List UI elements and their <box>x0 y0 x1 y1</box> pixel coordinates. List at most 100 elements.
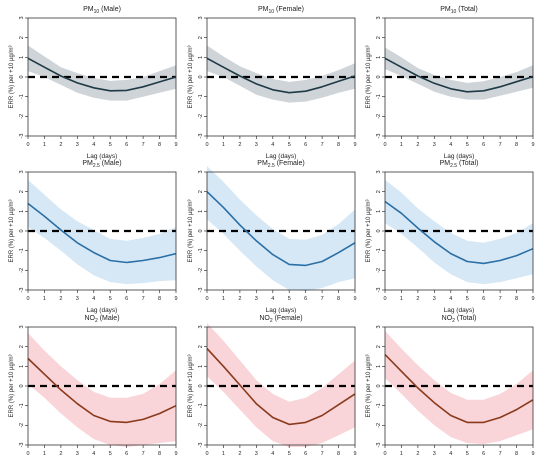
y-tick-label: 0 <box>376 384 382 387</box>
y-axis-label: ERR (%) per +10 µg/m³ <box>188 46 194 109</box>
x-axis-label: Lag (days) <box>87 153 118 160</box>
estimate-line <box>384 200 534 265</box>
y-tick-label: -1 <box>19 248 25 253</box>
y-tick-label: -1 <box>19 94 25 99</box>
y-tick-label: 2 <box>19 36 25 39</box>
confidence-band <box>207 45 355 103</box>
chart-title: NO2 (Male) <box>84 315 119 324</box>
y-tick-label: 0 <box>198 229 204 232</box>
x-tick-label: 2 <box>238 296 241 302</box>
x-tick-label: 9 <box>531 142 534 148</box>
x-tick-label: 8 <box>158 142 161 148</box>
x-tick-label: 9 <box>531 296 534 302</box>
y-tick-label: 1 <box>198 210 204 213</box>
x-tick-label: 7 <box>499 142 502 148</box>
x-tick-label: 9 <box>353 451 356 457</box>
y-tick-label: 0 <box>19 229 25 232</box>
x-tick-label: 0 <box>26 296 29 302</box>
x-tick-label: 9 <box>174 451 177 457</box>
x-tick-label: 4 <box>449 296 452 302</box>
y-tick-label: 3 <box>198 325 204 328</box>
x-tick-label: 1 <box>400 451 403 457</box>
x-tick-label: 1 <box>400 142 403 148</box>
x-tick-label: 0 <box>383 142 386 148</box>
x-tick-label: 7 <box>321 296 324 302</box>
y-axis-label: ERR (%) per +10 µg/m³ <box>366 200 372 263</box>
y-tick-label: -2 <box>376 114 382 119</box>
chart-panel-4: 0 1 2 3 4 5 6 7 8 9 -3 -2 -1 0 1 2 3 PM2.5 (Male) Lag (day… <box>9 160 178 314</box>
x-tick-label: 8 <box>337 296 340 302</box>
y-tick-label: 2 <box>198 345 204 348</box>
x-tick-label: 0 <box>26 451 29 457</box>
x-tick-label: 1 <box>222 451 225 457</box>
x-tick-label: 1 <box>43 451 46 457</box>
x-tick-label: 5 <box>288 451 291 457</box>
x-tick-label: 7 <box>142 142 145 148</box>
y-tick-label: -1 <box>198 94 204 99</box>
x-tick-label: 9 <box>353 142 356 148</box>
y-tick-label: -2 <box>19 114 25 119</box>
x-tick-label: 3 <box>76 451 79 457</box>
x-tick-label: 6 <box>304 451 307 457</box>
x-tick-label: 9 <box>174 142 177 148</box>
x-tick-label: 8 <box>158 451 161 457</box>
x-tick-label: 2 <box>59 296 62 302</box>
x-tick-label: 3 <box>433 451 436 457</box>
y-tick-label: 0 <box>376 75 382 78</box>
chart-panel-1: 0 1 2 3 4 5 6 7 8 9 -3 -2 -1 0 1 2 3 PM10 (Male) Lag (days… <box>9 6 178 160</box>
x-tick-label: 6 <box>304 142 307 148</box>
y-tick-label: -2 <box>198 423 204 428</box>
confidence-band <box>385 179 533 285</box>
chart-panel-5: 0 1 2 3 4 5 6 7 8 9 -3 -2 -1 0 1 2 3 PM2.5 (Female) Lag (d… <box>188 160 357 314</box>
y-tick-label: 0 <box>198 75 204 78</box>
x-tick-label: 2 <box>59 451 62 457</box>
x-tick-label: 0 <box>383 296 386 302</box>
x-tick-label: 8 <box>515 142 518 148</box>
chart-title: PM2.5 (Total) <box>440 160 479 169</box>
x-tick-label: 4 <box>92 451 95 457</box>
confidence-band <box>385 47 533 100</box>
y-tick-label: -2 <box>19 423 25 428</box>
x-tick-label: 6 <box>125 451 128 457</box>
x-tick-label: 4 <box>92 142 95 148</box>
x-tick-label: 8 <box>158 296 161 302</box>
x-tick-label: 1 <box>43 142 46 148</box>
confidence-band <box>385 330 533 444</box>
chart-panel-3: 0 1 2 3 4 5 6 7 8 9 -3 -2 -1 0 1 2 3 PM10 (Total) Lag (day… <box>366 6 535 160</box>
y-tick-label: 1 <box>19 210 25 213</box>
y-tick-label: 2 <box>19 345 25 348</box>
y-tick-label: 2 <box>376 190 382 193</box>
estimate-line <box>27 57 177 92</box>
y-axis-label: ERR (%) per +10 µg/m³ <box>188 200 194 263</box>
chart-title: PM2.5 (Male) <box>82 160 121 169</box>
y-tick-label: 0 <box>19 384 25 387</box>
x-tick-label: 2 <box>238 451 241 457</box>
estimate-line <box>384 57 534 93</box>
x-tick-label: 5 <box>466 451 469 457</box>
x-tick-label: 5 <box>109 451 112 457</box>
y-tick-label: 3 <box>376 16 382 19</box>
y-tick-label: 1 <box>198 56 204 59</box>
y-tick-label: 1 <box>19 365 25 368</box>
x-tick-label: 4 <box>449 451 452 457</box>
x-tick-label: 6 <box>482 451 485 457</box>
y-tick-label: -1 <box>376 94 382 99</box>
y-tick-label: 3 <box>376 170 382 173</box>
y-tick-label: -3 <box>376 288 382 293</box>
estimate-line <box>206 57 356 94</box>
chart-title: PM2.5 (Female) <box>257 160 304 169</box>
chart-panel-6: 0 1 2 3 4 5 6 7 8 9 -3 -2 -1 0 1 2 3 PM2.5 (Total) Lag (da… <box>366 160 535 314</box>
x-tick-label: 7 <box>499 296 502 302</box>
y-tick-label: -3 <box>376 443 382 448</box>
y-tick-label: 2 <box>198 36 204 39</box>
x-tick-label: 8 <box>337 451 340 457</box>
estimate-line <box>27 202 177 264</box>
x-tick-label: 6 <box>125 296 128 302</box>
y-tick-label: 3 <box>376 325 382 328</box>
x-tick-label: 0 <box>205 296 208 302</box>
x-tick-label: 0 <box>26 142 29 148</box>
y-tick-label: 3 <box>19 16 25 19</box>
x-axis-label: Lag (days) <box>444 307 475 314</box>
x-tick-label: 8 <box>515 296 518 302</box>
